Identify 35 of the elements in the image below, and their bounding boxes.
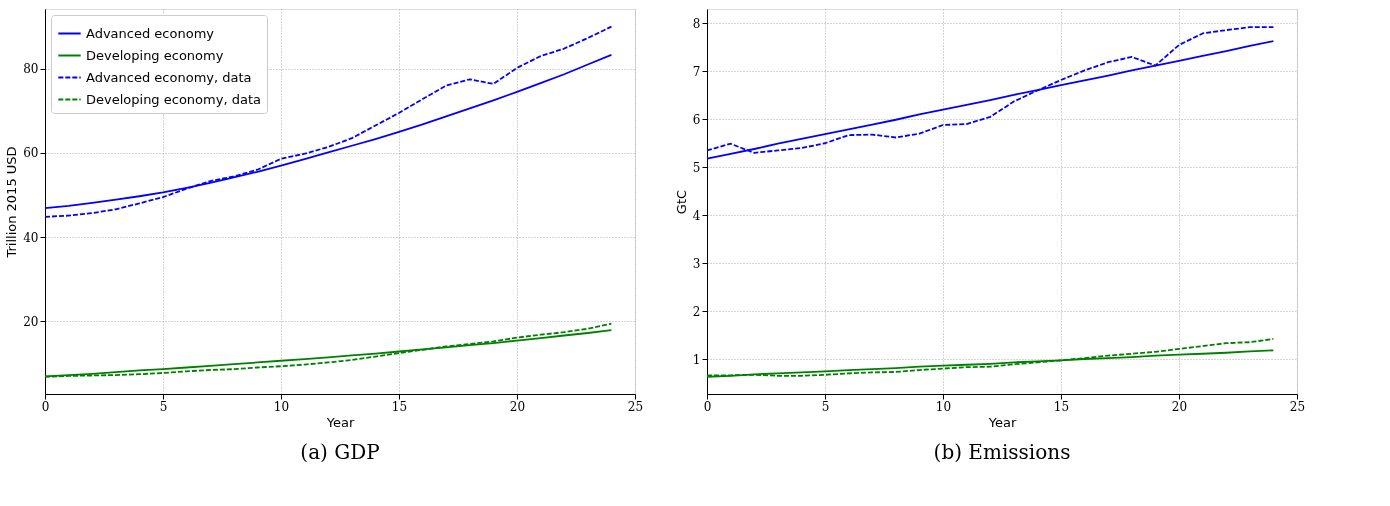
y-axis-title: GtC <box>673 189 689 215</box>
x-tick-label: 10 <box>935 399 952 414</box>
line-series <box>44 25 613 218</box>
text: (b) Emissions <box>933 440 1071 464</box>
y-tick-label: 60 <box>23 146 39 161</box>
y-axis-title: Trillion 2015 USD <box>4 146 20 259</box>
y-tick-label: 1 <box>692 352 701 367</box>
legend-label: Developing economy, data <box>86 91 261 107</box>
y-tick-label: 2 <box>692 304 701 319</box>
x-axis-title: Year <box>325 414 355 430</box>
x-tick-label: 15 <box>391 399 408 414</box>
x-axis-title: Year <box>987 414 1017 430</box>
x-tick-label: 10 <box>273 399 290 414</box>
y-tick-label: 4 <box>692 208 701 223</box>
x-tick-label: 25 <box>627 399 644 414</box>
x-tick-label: 0 <box>41 399 50 414</box>
y-tick-label: 20 <box>23 314 39 329</box>
y-tick-label: 3 <box>692 256 701 271</box>
x-tick-label: 5 <box>159 399 168 414</box>
y-tick-label: 40 <box>23 230 39 245</box>
x-tick-label: 20 <box>509 399 526 414</box>
x-tick-label: 15 <box>1053 399 1070 414</box>
y-tick-label: 8 <box>692 16 701 31</box>
y-tick-label: 5 <box>692 160 701 175</box>
legend-label: Advanced economy <box>86 25 215 41</box>
y-tick-label: 7 <box>692 64 701 79</box>
y-tick-label: 6 <box>692 112 701 127</box>
x-tick-label: 25 <box>1289 399 1306 414</box>
text: (a) GDP <box>300 440 380 464</box>
y-tick-label: 80 <box>23 62 39 77</box>
legend-label: Advanced economy, data <box>86 69 252 85</box>
x-tick-label: 0 <box>703 399 712 414</box>
x-tick-label: 5 <box>821 399 830 414</box>
legend-label: Developing economy <box>86 47 224 63</box>
x-tick-label: 20 <box>1171 399 1188 414</box>
